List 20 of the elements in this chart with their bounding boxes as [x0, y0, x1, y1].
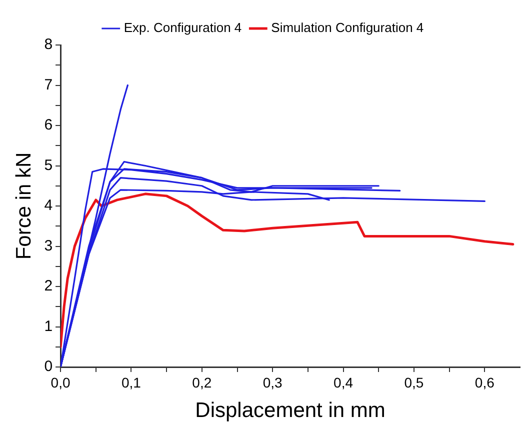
x-axis-title: Displacement in mm — [195, 399, 386, 422]
x-tick-label: 0,1 — [121, 374, 142, 390]
x-tick-label: 0,5 — [404, 374, 424, 390]
y-tick-label: 5 — [44, 156, 53, 174]
y-tick-label: 7 — [44, 76, 53, 94]
x-tick-label: 0,4 — [334, 374, 354, 390]
y-axis-title: Force in kN — [12, 152, 36, 260]
legend-label: Simulation Configuration 4 — [271, 20, 424, 36]
x-tick-label: 0,2 — [192, 374, 212, 390]
y-tick-label: 1 — [44, 318, 53, 335]
y-tick-label: 0 — [44, 358, 53, 376]
x-tick-label: 0,0 — [50, 374, 70, 390]
x-tick-label: 0,6 — [474, 374, 495, 390]
y-tick-label: 2 — [44, 278, 53, 295]
y-tick-label: 4 — [44, 197, 53, 214]
y-tick-label: 6 — [44, 116, 53, 134]
y-tick-label: 8 — [44, 36, 53, 54]
x-tick-label: 0,3 — [262, 374, 283, 390]
legend-label: Exp. Configuration 4 — [124, 20, 242, 36]
y-tick-label: 3 — [44, 237, 53, 254]
